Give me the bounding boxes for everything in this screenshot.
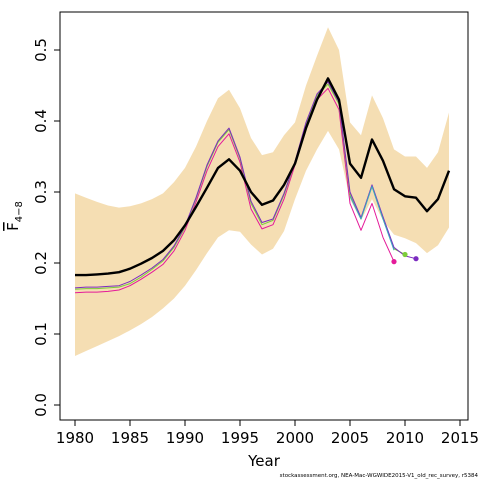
x-tick-label: 2000 bbox=[276, 429, 314, 447]
y-tick-label: 0.3 bbox=[32, 180, 50, 204]
y-axis: 0.0 0.1 0.2 0.3 0.4 0.5 bbox=[32, 38, 60, 417]
marker-layer bbox=[391, 251, 419, 265]
x-tick-label: 2010 bbox=[386, 429, 424, 447]
x-axis-title: Year bbox=[247, 452, 281, 470]
x-tick-label: 1980 bbox=[56, 429, 94, 447]
y-axis-title-main: F bbox=[4, 222, 22, 231]
x-tick-label: 2015 bbox=[441, 429, 479, 447]
y-tick-label: 0.2 bbox=[32, 251, 50, 275]
y-axis-title: F4−8 bbox=[4, 201, 25, 231]
series-line-main bbox=[75, 77, 451, 277]
y-tick-label: 0.1 bbox=[32, 322, 50, 346]
y-axis-title-subscript: 4−8 bbox=[14, 201, 25, 222]
confidence-band-layer bbox=[75, 27, 449, 357]
credit-text: stockassessment.org, NEA-Mac-WGWIDE2015-… bbox=[280, 473, 479, 479]
series-end-point-2 bbox=[402, 251, 408, 258]
series-line-retro-4 bbox=[349, 185, 395, 251]
confidence-band bbox=[75, 27, 449, 357]
series-end-point-1 bbox=[391, 259, 397, 265]
series-layer bbox=[74, 77, 451, 294]
y-tick-label: 0.5 bbox=[32, 38, 50, 62]
x-tick-label: 2005 bbox=[331, 429, 369, 447]
series-line-retro-1 bbox=[74, 87, 395, 294]
x-axis: 1980 1985 1990 1995 2000 2005 2010 2015 bbox=[56, 420, 479, 447]
y-tick-label: 0.4 bbox=[32, 109, 50, 133]
plot-frame bbox=[59, 11, 469, 421]
x-tick-label: 1995 bbox=[221, 429, 259, 447]
svg-text:F4−8: F4−8 bbox=[4, 201, 25, 231]
x-tick-label: 1990 bbox=[166, 429, 204, 447]
x-tick-label: 1985 bbox=[111, 429, 149, 447]
y-tick-label: 0.0 bbox=[32, 393, 50, 417]
series-end-point-3 bbox=[413, 256, 419, 262]
